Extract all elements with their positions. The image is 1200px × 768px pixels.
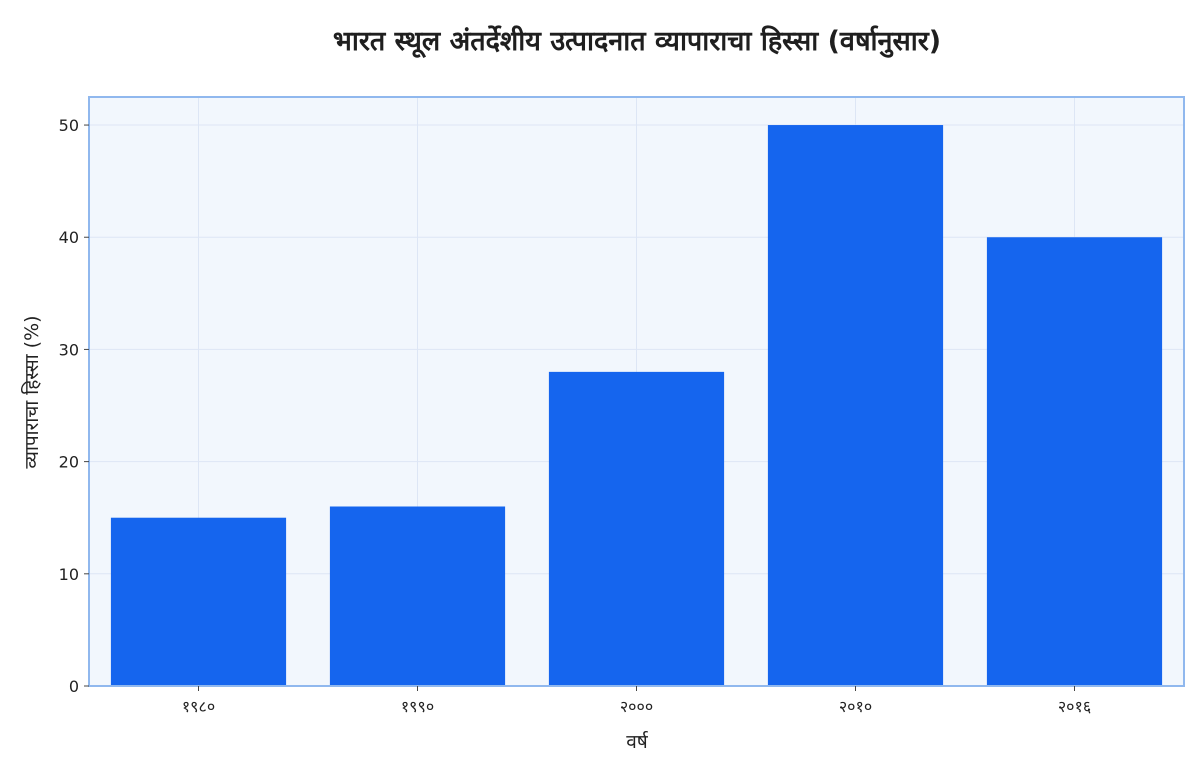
y-axis-ticks: 0 10 20 30 40 50 xyxy=(59,116,89,696)
bar-2 xyxy=(329,506,506,686)
x-tick-label: १९८० xyxy=(182,697,215,716)
y-axis-label: व्यापाराचा हिस्सा (%) xyxy=(20,315,43,468)
bar-5 xyxy=(986,237,1163,686)
bars xyxy=(110,125,1163,687)
bar-4 xyxy=(767,125,944,687)
y-tick-label: 0 xyxy=(69,677,79,696)
x-tick-label: २०१० xyxy=(839,697,872,716)
y-tick-label: 20 xyxy=(59,453,79,472)
x-tick-label: २०१६ xyxy=(1058,697,1091,716)
y-tick-label: 40 xyxy=(59,228,79,247)
bar-3 xyxy=(548,371,725,686)
chart-title: भारत स्थूल अंतर्देशीय उत्पादनात व्यापारा… xyxy=(333,25,941,59)
bar-1 xyxy=(110,517,287,686)
y-tick-label: 30 xyxy=(59,340,79,359)
x-axis-ticks: १९८० १९९० २००० २०१० २०१६ xyxy=(182,686,1091,716)
x-axis-label: वर्ष xyxy=(626,730,649,753)
y-tick-label: 10 xyxy=(59,565,79,584)
x-tick-label: २००० xyxy=(620,697,653,716)
x-tick-label: १९९० xyxy=(401,697,434,716)
y-tick-label: 50 xyxy=(59,116,79,135)
